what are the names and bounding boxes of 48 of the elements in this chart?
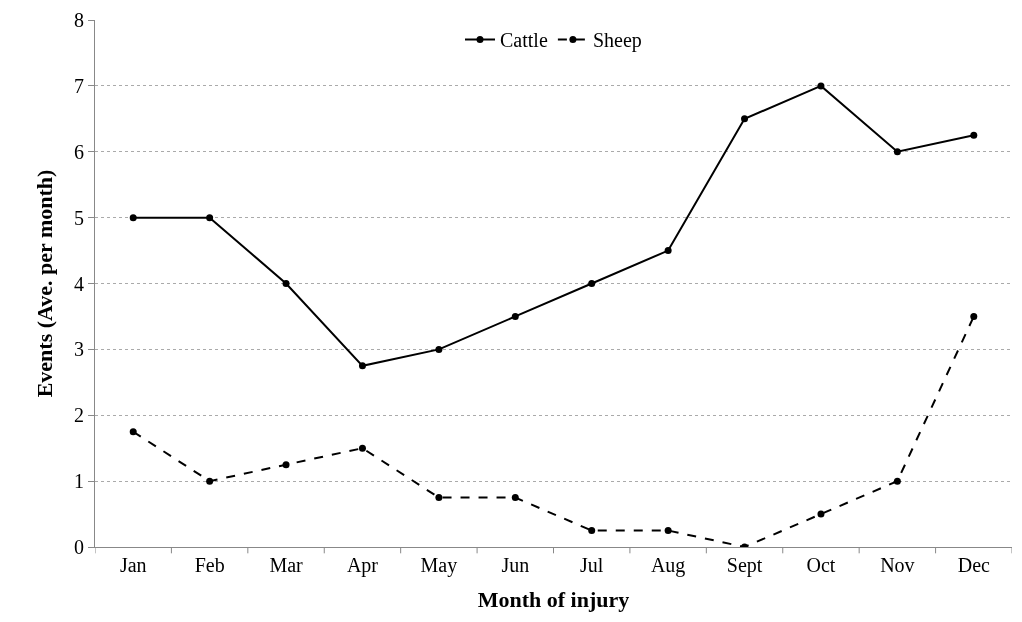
legend-label: Sheep — [592, 29, 642, 53]
y-tick-label: 5 — [74, 206, 84, 229]
point — [817, 82, 825, 90]
point — [511, 494, 519, 502]
y-tick-label: 3 — [74, 338, 84, 361]
point — [129, 214, 137, 222]
point — [282, 461, 290, 469]
point — [970, 131, 978, 139]
x-tick-label: May — [420, 554, 458, 577]
point — [511, 312, 519, 320]
x-tick-label: Aug — [650, 554, 686, 577]
x-tick-label: Jun — [501, 554, 530, 576]
x-tick-label: Jul — [580, 554, 604, 576]
x-tick-label: Feb — [194, 554, 225, 576]
x-tick-label: Nov — [880, 554, 915, 576]
point — [893, 148, 901, 156]
point — [282, 280, 290, 287]
y-tick-label: 6 — [74, 140, 84, 163]
point — [664, 527, 672, 535]
y-tick-label: 8 — [74, 9, 84, 31]
x-tick-label: Apr — [346, 554, 379, 577]
y-tick-label: 1 — [74, 470, 84, 493]
x-tick-label: Oct — [806, 554, 836, 576]
point — [588, 280, 596, 287]
point — [435, 494, 443, 502]
point — [588, 527, 596, 535]
legend-label: Cattle — [500, 29, 548, 52]
y-tick-label: 7 — [74, 74, 84, 97]
point — [358, 362, 366, 370]
y-axis-title: Events (Ave. per month) — [31, 169, 57, 398]
point — [970, 312, 978, 320]
point — [893, 477, 901, 485]
y-tick-label: 2 — [74, 404, 84, 427]
point — [206, 477, 214, 485]
x-tick-label: Mar — [269, 554, 304, 576]
point — [206, 214, 214, 222]
point — [741, 115, 749, 123]
point — [129, 428, 137, 436]
point — [435, 345, 443, 353]
x-tick-label: Sept — [726, 554, 763, 577]
x-tick-label: Jan — [119, 554, 147, 576]
y-tick-label: 0 — [74, 536, 84, 558]
point — [358, 444, 366, 452]
point — [817, 510, 825, 518]
x-tick-label: Dec — [957, 554, 991, 576]
point — [664, 247, 672, 255]
x-axis-title: Month of injury — [477, 586, 630, 612]
y-tick-label: 4 — [74, 272, 84, 295]
